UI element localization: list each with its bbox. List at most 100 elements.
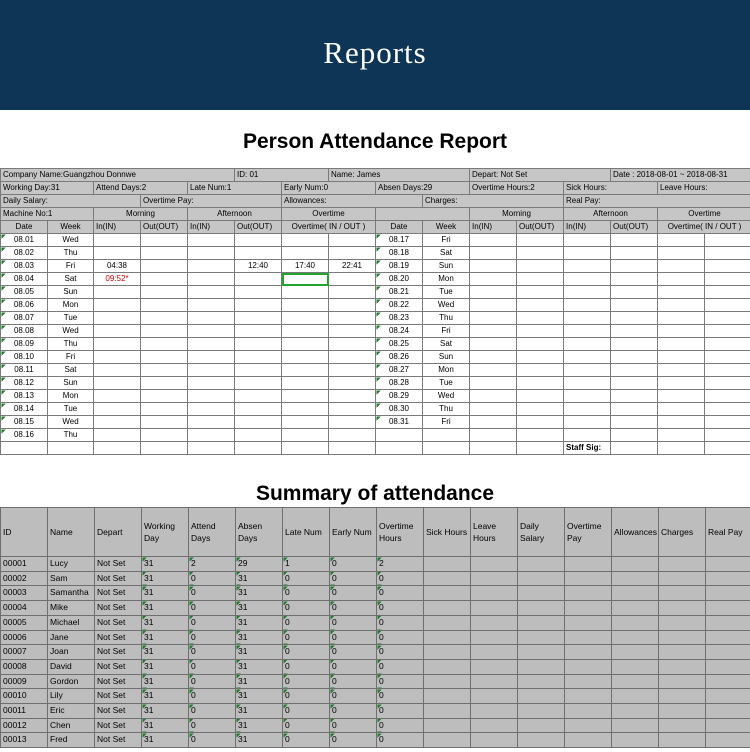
summary-cell: Fred [47,732,95,749]
afternoon-out-cell [234,311,282,325]
summary-cell: 0 [188,658,236,675]
week-cell-2: Wed [421,298,471,312]
summary-cell [423,673,471,690]
summary-cell: Not Set [94,732,142,749]
charges: Charges: [421,194,565,208]
attendance-row: 08.10 Fri 08.26 Sun [0,350,750,364]
morning-in-cell [93,246,141,260]
afternoon-in-cell-2 [563,298,612,312]
afternoon-in-cell-2 [563,324,612,338]
week-cell-2: Sat [421,246,471,260]
signature-cell [0,441,48,455]
early-num: Early Num:0 [281,181,376,195]
afternoon-out-cell-2 [610,272,659,286]
afternoon-out-cell [234,389,282,403]
week-cell-2 [421,428,471,442]
summary-cell: 0 [329,703,377,719]
summary-cell: 0 [376,570,424,587]
summary-cell: 0 [376,732,424,749]
summary-cell: 00007 [0,644,48,660]
employee-id: ID: 01 [234,168,329,182]
overtime-in-cell-2 [657,324,706,338]
summary-cell [470,703,518,719]
summary-cell [423,717,471,734]
morning-in-cell-2 [469,376,518,390]
overtime-out-cell [328,324,376,338]
summary-cell: Lily [47,688,95,705]
morning-in-cell [93,376,141,390]
attendance-table: Company Name:Guangzhou Donnwe ID: 01 Nam… [0,168,750,455]
morning-in-cell [93,428,141,442]
signature-cell [421,441,471,455]
summary-cell: Sam [47,570,95,587]
overtime-out-cell [328,389,376,403]
summary-cell: 0 [188,717,236,734]
date-cell-2: 08.23 [375,311,423,325]
summary-cell [470,570,518,587]
afternoon-out-cell [234,350,282,364]
summary-cell [517,600,565,616]
attendance-row: 08.12 Sun 08.28 Tue [0,376,750,390]
date-cell: 08.07 [0,311,48,325]
date-cell-2: 08.17 [375,233,423,247]
summary-cell [517,717,565,734]
attendance-row: 08.14 Tue 08.30 Thu [0,402,750,416]
summary-cell: 31 [141,614,189,631]
morning-header-2: Morning [469,207,565,221]
summary-header-row: ID Name Depart Working Day Attend Days Absen … [0,507,750,557]
overtime-out-cell [328,350,376,364]
summary-cell [470,644,518,660]
morning-out-cell-2 [516,415,565,429]
week-cell: Mon [47,298,94,312]
overtime-in-cell [281,389,329,403]
week-cell: Tue [47,402,94,416]
employee-name: Name: James [327,168,471,182]
summary-cell: 31 [141,556,189,572]
week-cell-2: Sat [421,337,471,351]
overtime-in-cell-2 [657,311,706,325]
summary-cell: 00006 [0,629,48,646]
summary-cell: 0 [282,717,330,734]
signature-cell [47,441,94,455]
morning-out-cell [140,272,188,286]
week-cell-2: Tue [421,285,471,299]
afternoon-out-cell [234,376,282,390]
summary-cell [564,570,612,587]
attendance-row: 08.13 Mon 08.29 Wed [0,389,750,403]
summary-cell: 00012 [0,717,48,734]
week-cell: Thu [47,428,94,442]
summary-cell [611,600,659,616]
overtime-in-cell-2 [657,337,706,351]
morning-in-cell: 09:52* [93,272,141,286]
overtime-in-cell-2 [657,363,706,377]
afternoon-out-cell-2 [610,298,659,312]
date-cell-2: 08.21 [375,285,423,299]
summary-cell: Gordon [47,673,95,690]
summary-cell: 2 [376,556,424,572]
afternoon-out-cell-2 [610,233,659,247]
summary-cell: 31 [235,688,283,705]
morning-in-cell-2 [469,272,518,286]
summary-cell: Mike [47,600,95,616]
morning-out-cell [140,402,188,416]
summary-cell [470,629,518,646]
summary-row: 00004 Mike Not Set 31 0 31 0 0 0 [0,600,750,616]
attendance-row: 08.16 Thu [0,428,750,442]
summary-cell: 0 [376,644,424,660]
morning-in-cell-2 [469,233,518,247]
summary-cell [658,556,706,572]
afternoon-in-cell [187,415,235,429]
afternoon-in-cell-2 [563,233,612,247]
overtime-in-cell [281,246,329,260]
morning-out-cell-2 [516,298,565,312]
date-cell-2: 08.26 [375,350,423,364]
summary-cell: 0 [376,673,424,690]
summary-cell: 0 [188,644,236,660]
afternoon-in-cell-2 [563,350,612,364]
morning-out-cell-2 [516,376,565,390]
summary-cell [517,629,565,646]
summary-cell: Jane [47,629,95,646]
summary-cell [564,629,612,646]
summary-cell: 0 [188,600,236,616]
summary-cell [423,732,471,749]
